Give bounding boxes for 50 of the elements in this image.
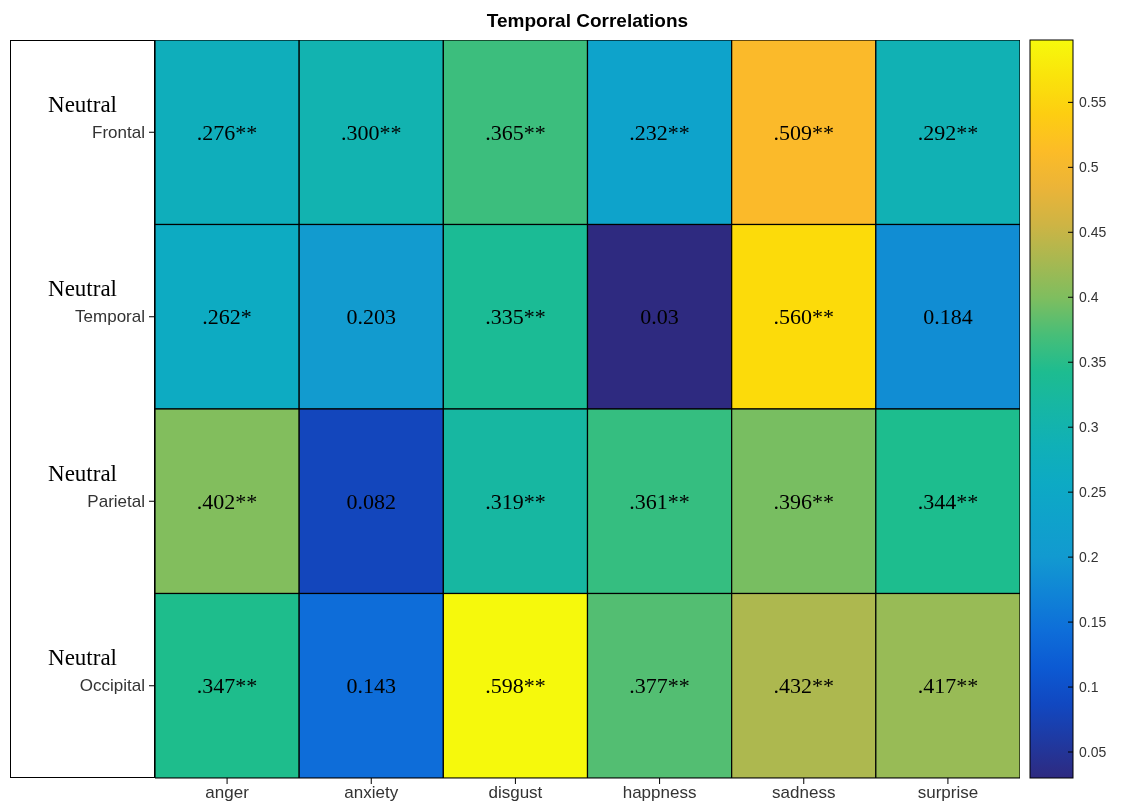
color-bar-label: 0.45 [1079, 224, 1107, 241]
chart-title: Temporal Correlations [485, 10, 690, 32]
data-label: .276** [196, 119, 258, 145]
y-tick-label: Occipital [79, 676, 145, 696]
color-bar-label: 0.2 [1079, 549, 1099, 566]
data-label: .300** [341, 119, 402, 145]
data-label: .402** [196, 488, 258, 514]
color-bar-label: 0.05 [1079, 744, 1107, 761]
color-bar-label: 0.1 [1079, 679, 1099, 696]
x-tick-label: anxiety [344, 783, 399, 803]
text: Neutral [48, 91, 117, 117]
data-label: .262* [202, 304, 252, 330]
data-label: .319** [485, 488, 546, 514]
data-label: .377** [629, 673, 690, 699]
data-label: .361** [629, 488, 690, 514]
data-label: .232** [629, 119, 690, 145]
color-bar-label: 0.4 [1079, 289, 1099, 306]
color-bar-label: 0.5 [1079, 159, 1099, 176]
x-tick-label: sadness [772, 783, 836, 803]
data-label: .347** [196, 673, 258, 699]
data-label: .396** [773, 488, 834, 514]
x-tick-label: surprise [917, 783, 979, 803]
data-label: .292** [917, 119, 979, 145]
color-bar-label: 0.55 [1079, 94, 1107, 111]
data-label: .335** [485, 304, 546, 330]
text: Neutral [48, 276, 117, 302]
data-label: .344** [917, 488, 979, 514]
y-tick-label: Frontal [92, 122, 145, 142]
y-tick-label: Temporal [75, 307, 145, 327]
text: Neutral [48, 460, 117, 486]
x-tick-label: disgust [488, 783, 543, 803]
color-bar-label: 0.15 [1079, 614, 1107, 631]
data-label: .509** [773, 119, 834, 145]
data-label: 0.082 [346, 488, 396, 514]
x-tick-label: anger [205, 783, 250, 803]
data-label: 0.143 [346, 673, 396, 699]
y-tick-label: Parietal [87, 491, 145, 511]
x-tick-label: happness [622, 783, 697, 803]
color-bar-label: 0.25 [1079, 484, 1107, 501]
data-label: 0.203 [346, 304, 396, 330]
data-label: 0.184 [923, 304, 973, 330]
data-label: .598** [485, 673, 546, 699]
color-bar-label: 0.3 [1079, 419, 1099, 436]
text: Neutral [48, 645, 117, 671]
color-bar-label: 0.35 [1079, 354, 1107, 371]
data-label: .560** [773, 304, 834, 330]
data-label: .417** [917, 673, 979, 699]
data-label: 0.03 [640, 304, 679, 330]
data-label: .365** [485, 119, 546, 145]
data-label: .432** [773, 673, 834, 699]
